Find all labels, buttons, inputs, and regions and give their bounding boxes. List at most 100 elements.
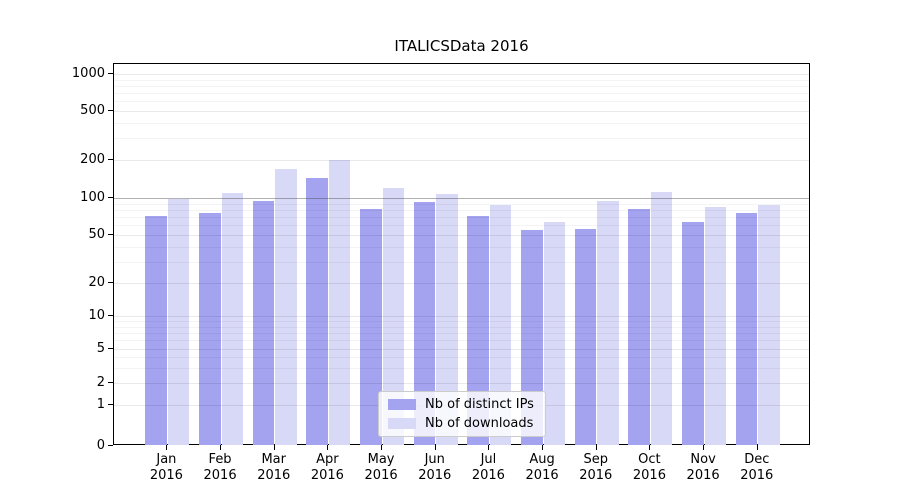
x-tick-mark: [434, 445, 436, 450]
x-tick-year: 2016: [471, 468, 505, 483]
x-tick-year: 2016: [364, 468, 398, 483]
bar-nb-of-downloads-apr: [328, 160, 351, 445]
y-tick-label: 5: [96, 340, 105, 356]
legend-item-downloads: Nb of downloads: [388, 416, 545, 431]
legend-swatch-downloads: [388, 418, 416, 429]
bar-nb-of-downloads-aug: [543, 221, 566, 445]
x-tick-year: 2016: [149, 468, 183, 483]
legend-item-distinct-ips: Nb of distinct IPs: [388, 397, 545, 412]
bar-nb-of-downloads-jan: [167, 199, 190, 445]
x-tick-mark: [542, 445, 544, 450]
y-tick-mark: [108, 382, 113, 383]
x-tick-mark: [220, 445, 222, 450]
bar-nb-of-distinct-ips-dec: [735, 212, 758, 445]
y-tick-label: 2: [96, 374, 105, 390]
bar-nb-of-downloads-dec: [758, 205, 780, 445]
y-tick-label: 0: [96, 437, 105, 453]
minor-gridline: [114, 79, 809, 81]
bar-nb-of-distinct-ips-jun: [413, 201, 436, 445]
minor-gridline: [114, 340, 809, 342]
y-tick-mark: [108, 348, 113, 349]
minor-gridline: [114, 217, 809, 219]
minor-gridline: [114, 101, 809, 103]
minor-gridline: [114, 261, 809, 263]
minor-gridline: [114, 138, 809, 140]
x-tick-mark: [595, 445, 597, 450]
y-tick-mark: [108, 315, 113, 316]
y-tick-mark: [108, 445, 113, 446]
bar-nb-of-downloads-oct: [650, 191, 673, 445]
x-tick-year: 2016: [257, 468, 291, 483]
x-tick-label: Feb 2016: [190, 452, 250, 484]
gridline-500: [114, 111, 809, 112]
x-tick-mark: [327, 445, 329, 450]
x-tick-year: 2016: [525, 468, 559, 483]
gridline-1000: [114, 74, 809, 75]
bar-nb-of-distinct-ips-jan: [145, 216, 167, 445]
x-tick-label: Jun 2016: [405, 452, 465, 484]
y-tick-mark: [108, 282, 113, 283]
x-tick-label: Aug 2016: [512, 452, 572, 484]
minor-gridline: [114, 367, 809, 369]
y-tick-mark: [108, 197, 113, 198]
y-tick-label: 100: [80, 189, 105, 205]
x-tick-label: Sep 2016: [566, 452, 626, 484]
x-tick-year: 2016: [310, 468, 344, 483]
minor-gridline: [114, 85, 809, 87]
gridline-5: [114, 349, 809, 350]
x-tick-year: 2016: [686, 468, 720, 483]
gridline-50: [114, 235, 809, 236]
x-tick-year: 2016: [203, 468, 237, 483]
y-tick-label: 500: [80, 102, 105, 118]
bar-nb-of-distinct-ips-mar: [252, 200, 275, 445]
gridline-20: [114, 283, 809, 284]
x-tick-label: Nov 2016: [673, 452, 733, 484]
gridline-100: [114, 198, 809, 199]
gridline-10: [114, 316, 809, 317]
bar-nb-of-distinct-ips-feb: [199, 212, 221, 445]
bar-nb-of-downloads-jun: [436, 194, 458, 445]
y-tick-label: 20: [88, 274, 105, 290]
minor-gridline: [114, 246, 809, 248]
bar-nb-of-distinct-ips-may: [360, 208, 382, 445]
x-tick-mark: [166, 445, 168, 450]
bar-nb-of-distinct-ips-oct: [628, 209, 650, 445]
x-tick-year: 2016: [740, 468, 774, 483]
legend: Nb of distinct IPs Nb of downloads: [378, 391, 546, 437]
gridline-200: [114, 160, 809, 161]
bar-nb-of-distinct-ips-nov: [682, 221, 704, 445]
bar-nb-of-distinct-ips-apr: [306, 178, 328, 445]
y-tick-label: 50: [88, 226, 105, 242]
legend-label-distinct-ips: Nb of distinct IPs: [425, 397, 534, 412]
x-tick-mark: [756, 445, 758, 450]
bar-nb-of-downloads-nov: [704, 206, 727, 445]
y-tick-label: 10: [88, 307, 105, 323]
x-tick-label: May 2016: [351, 452, 411, 484]
minor-gridline: [114, 332, 809, 334]
x-tick-mark: [381, 445, 383, 450]
x-tick-label: Mar 2016: [244, 452, 304, 484]
y-tick-mark: [108, 234, 113, 235]
chart-title: ITALICSData 2016: [394, 37, 529, 55]
x-tick-label: Apr 2016: [297, 452, 357, 484]
plot-area: [113, 63, 810, 445]
x-tick-label: Jan 2016: [136, 452, 196, 484]
minor-gridline: [114, 326, 809, 328]
minor-gridline: [114, 209, 809, 211]
bar-nb-of-downloads-may: [382, 188, 405, 445]
x-tick-year: 2016: [632, 468, 666, 483]
bar-nb-of-downloads-mar: [275, 168, 297, 445]
x-tick-mark: [703, 445, 705, 450]
x-tick-label: Jul 2016: [458, 452, 518, 484]
y-tick-label: 1000: [71, 65, 105, 81]
y-tick-label: 1: [96, 396, 105, 412]
x-tick-mark: [273, 445, 275, 450]
bar-nb-of-downloads-jul: [489, 205, 512, 445]
legend-swatch-distinct-ips: [388, 399, 416, 410]
y-tick-label: 200: [80, 151, 105, 167]
bar-nb-of-distinct-ips-jul: [467, 216, 489, 445]
minor-gridline: [114, 321, 809, 323]
bar-nb-of-downloads-feb: [221, 192, 244, 445]
x-tick-label: Dec 2016: [727, 452, 787, 484]
